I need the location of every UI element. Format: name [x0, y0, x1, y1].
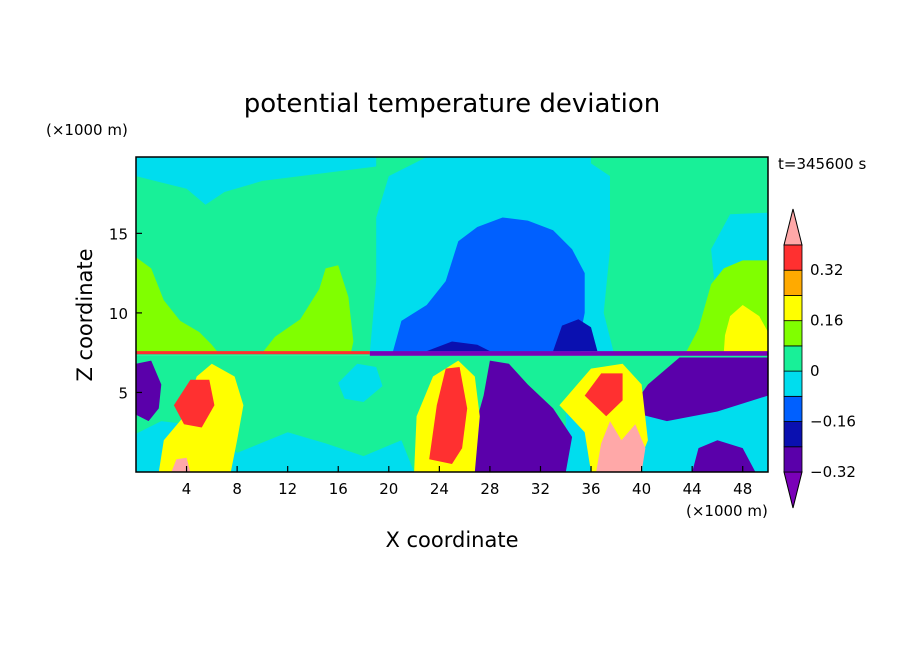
y-axis-label: Z coordinate: [73, 248, 97, 381]
x-tick-label: 8: [232, 480, 242, 498]
plot-frame: [135, 156, 769, 473]
contour-region-19: [629, 357, 768, 422]
x-axis: 4 8 12 16 20 24 28 32 36 40 44 48: [182, 466, 752, 498]
x-tick-label: 40: [632, 480, 651, 498]
x-tick-label: 44: [683, 480, 702, 498]
colorbar-label: −0.32: [810, 463, 856, 481]
x-unit-label: (×1000 m): [686, 502, 768, 520]
colorbar-bin: [783, 345, 803, 372]
colorbar-bin: [783, 295, 803, 322]
contour-region-27: [596, 421, 646, 472]
y-axis: 5 10 15: [109, 225, 142, 402]
contour-region-16: [338, 363, 383, 402]
contour-region-18: [471, 360, 573, 472]
y-tick-label: 5: [118, 384, 128, 402]
contour-region-4: [392, 217, 585, 353]
colorbar: −0.32 −0.16 0 0.16 0.32: [783, 208, 856, 509]
x-tick-label: 24: [430, 480, 449, 498]
contour-region-20: [692, 440, 756, 472]
colorbar-bin: [783, 269, 803, 296]
contour-region-12: [136, 351, 370, 355]
y-tick-label: 15: [109, 225, 128, 243]
colorbar-label: 0: [810, 362, 820, 380]
colorbar-label: 0.16: [810, 312, 843, 330]
contour-region-9: [426, 341, 490, 352]
x-tick-label: 32: [531, 480, 550, 498]
x-tick-label: 12: [278, 480, 297, 498]
x-tick-label: 48: [733, 480, 752, 498]
contour-region-6: [262, 265, 354, 353]
x-tick-label: 4: [182, 480, 192, 498]
contour-region-25: [429, 367, 468, 464]
colorbar-bin: [783, 370, 803, 397]
x-tick-label: 28: [480, 480, 499, 498]
time-label: t=345600 s: [778, 155, 866, 173]
colorbar-extend-top: [783, 208, 803, 246]
colorbar-bin: [783, 421, 803, 448]
chart-title: potential temperature deviation: [244, 89, 660, 119]
contour-region-11: [369, 351, 768, 356]
x-tick-label: 20: [379, 480, 398, 498]
contour-fill: [136, 157, 768, 472]
y-unit-label: (×1000 m): [46, 121, 128, 139]
contour-region-28: [171, 457, 191, 472]
contour-region-10: [553, 319, 598, 352]
colorbar-bin: [783, 244, 803, 271]
contour-region-8: [723, 305, 768, 353]
contour-region-26: [584, 373, 623, 417]
colorbar-bin: [783, 320, 803, 347]
colorbar-bin: [783, 446, 803, 473]
x-tick-label: 36: [581, 480, 600, 498]
contour-region-1: [136, 157, 377, 205]
colorbar-bin: [783, 395, 803, 422]
x-axis-label: X coordinate: [385, 528, 518, 552]
colorbar-extend-bottom: [783, 471, 803, 509]
y-tick-label: 10: [109, 305, 128, 323]
contour-region-24: [173, 379, 215, 428]
colorbar-label: 0.32: [810, 261, 843, 279]
contour-region-17: [136, 360, 162, 422]
colorbar-label: −0.16: [810, 413, 856, 431]
contour-region-5: [136, 257, 219, 353]
x-tick-label: 16: [329, 480, 348, 498]
